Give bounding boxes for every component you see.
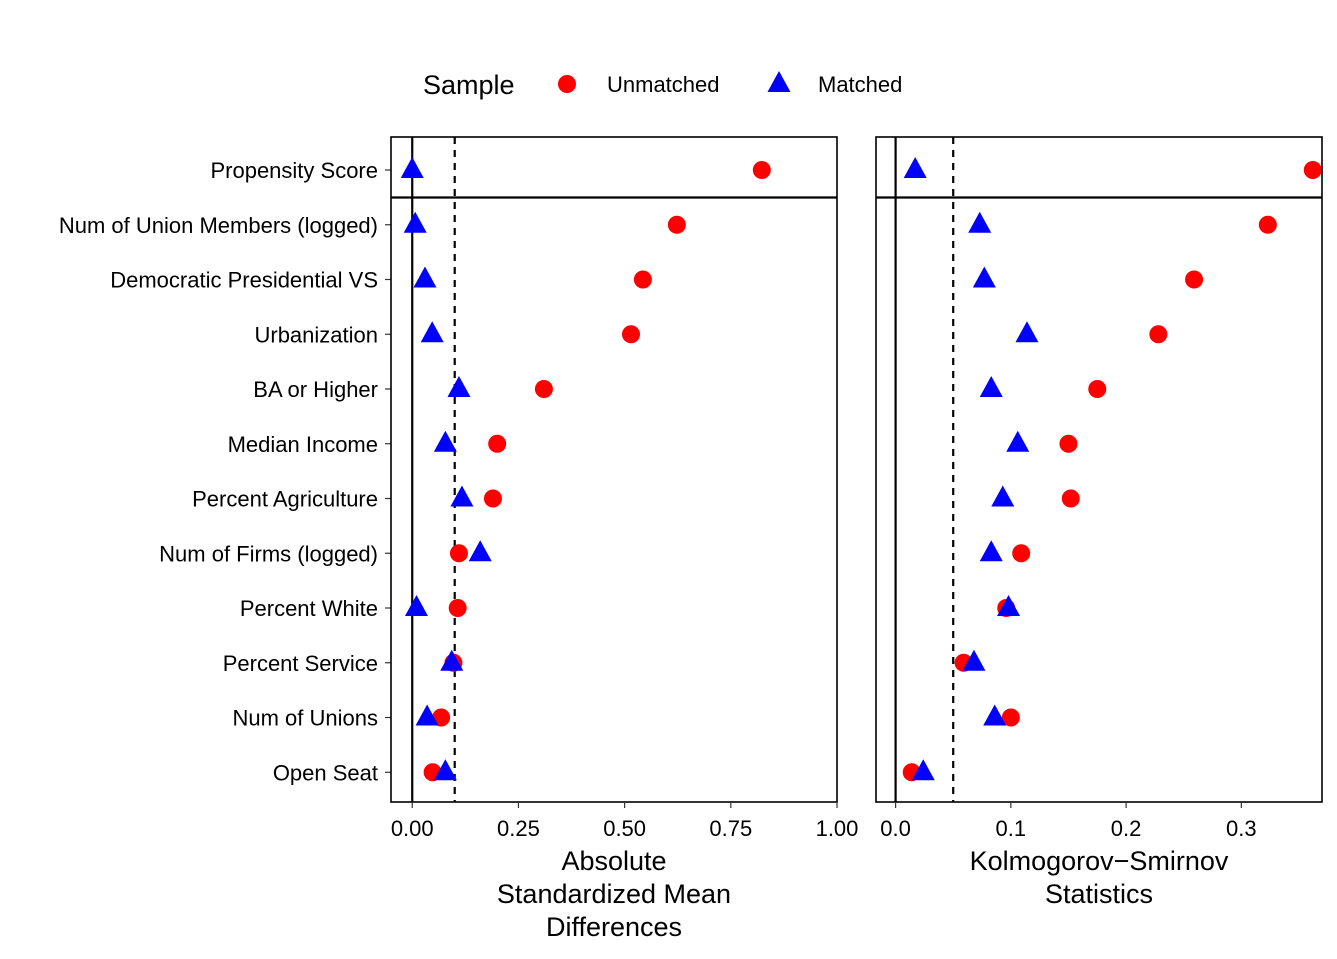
matched-point-open-seat [433, 759, 457, 781]
unmatched-point-democratic-presidential-vs [633, 270, 652, 289]
unmatched-point-ba-or-higher [1088, 380, 1107, 398]
matched-point-num-of-unions [983, 704, 1007, 726]
category-labels: Propensity Score Num of Union Members (lo… [59, 158, 391, 785]
unmatched-point-percent-agriculture [483, 489, 502, 508]
x-axis-title-line: Standardized Mean [497, 879, 731, 909]
legend-matched-marker [767, 70, 791, 92]
unmatched-point-democratic-presidential-vs [1185, 270, 1204, 289]
matched-point-num-of-firms-logged [468, 540, 492, 562]
matched-point-ba-or-higher [979, 375, 1003, 397]
category-label-percent-service: Percent Service [223, 651, 378, 676]
unmatched-point-ba-or-higher [534, 380, 553, 398]
unmatched-point-median-income [488, 434, 507, 453]
unmatched-point-num-of-union-members-logged [1258, 215, 1277, 234]
x-tick-label: 0.75 [709, 816, 752, 841]
unmatched-point-urbanization [1149, 325, 1168, 344]
legend-title: Sample [423, 70, 515, 100]
legend: Sample Unmatched Matched [423, 70, 902, 100]
matched-point-percent-service [962, 649, 986, 671]
x-tick-label: 0.00 [391, 816, 434, 841]
category-label-median-income: Median Income [228, 432, 378, 457]
category-label-percent-white: Percent White [240, 596, 378, 621]
x-axis-title-line: Differences [546, 912, 682, 942]
matched-point-urbanization [420, 321, 444, 343]
smd-panel: 0.00 0.25 0.50 0.75 1.00 Absolute Standardized… [390, 136, 859, 942]
x-axis-title: Absolute Standardized Mean Differences [497, 846, 731, 942]
category-label-open-seat: Open Seat [273, 760, 378, 785]
x-axis-title: Kolmogorov−Smirnov Statistics [970, 846, 1229, 909]
matched-point-num-of-firms-logged [979, 540, 1003, 562]
panel-border [875, 136, 1323, 803]
unmatched-point-propensity-score [1303, 161, 1322, 179]
category-label-ba-or-higher: BA or Higher [253, 377, 378, 402]
unmatched-point-num-of-unions [1001, 708, 1020, 727]
points [902, 156, 1322, 782]
category-label-num-of-firms-logged: Num of Firms (logged) [159, 541, 378, 566]
legend-matched-label: Matched [818, 72, 902, 97]
unmatched-point-num-of-firms-logged [449, 544, 468, 563]
x-tick-label: 0.25 [497, 816, 540, 841]
x-tick-label: 0.1 [996, 816, 1027, 841]
legend-unmatched-label: Unmatched [607, 72, 720, 97]
ks-panel: 0.0 0.1 0.2 0.3 Kolmogorov−Smirnov Statistics [875, 136, 1323, 909]
matched-point-percent-white [997, 594, 1021, 616]
unmatched-point-num-of-union-members-logged [667, 215, 686, 234]
matched-point-num-of-union-members-logged [403, 211, 427, 233]
matched-point-propensity-score [903, 156, 927, 178]
matched-point-propensity-score [400, 156, 424, 178]
category-label-democratic-presidential-vs: Democratic Presidential VS [110, 268, 378, 293]
unmatched-point-percent-white [448, 599, 467, 617]
category-label-num-of-unions: Num of Unions [232, 706, 378, 731]
matched-point-num-of-union-members-logged [968, 211, 992, 233]
unmatched-point-median-income [1059, 434, 1078, 453]
category-label-propensity-score: Propensity Score [210, 158, 378, 183]
matched-point-percent-agriculture [450, 485, 474, 507]
legend-unmatched-marker [558, 75, 576, 93]
matched-point-median-income [1006, 430, 1030, 452]
x-tick-label: 0.2 [1111, 816, 1142, 841]
matched-point-ba-or-higher [447, 375, 471, 397]
panel-border [390, 136, 838, 803]
matched-point-urbanization [1015, 321, 1039, 343]
x-axis-title-line: Kolmogorov−Smirnov [970, 846, 1229, 876]
x-tick-label: 0.3 [1226, 816, 1257, 841]
matched-point-percent-agriculture [991, 485, 1015, 507]
x-tick-label: 0.50 [603, 816, 646, 841]
x-axis-title-line: Absolute [561, 846, 666, 876]
matched-point-democratic-presidential-vs [413, 266, 437, 288]
matched-point-open-seat [911, 759, 935, 781]
unmatched-point-urbanization [621, 325, 640, 344]
x-tick-label: 0.0 [880, 816, 911, 841]
matched-point-median-income [433, 430, 457, 452]
points [400, 156, 771, 782]
category-label-percent-agriculture: Percent Agriculture [192, 487, 378, 512]
matched-point-percent-service [440, 649, 464, 671]
unmatched-point-num-of-firms-logged [1012, 544, 1031, 563]
unmatched-point-propensity-score [752, 161, 771, 179]
matched-point-democratic-presidential-vs [972, 266, 996, 288]
matched-point-percent-white [404, 594, 428, 616]
category-label-urbanization: Urbanization [254, 322, 378, 347]
x-tick-label: 1.00 [816, 816, 859, 841]
matched-point-num-of-unions [415, 704, 439, 726]
x-axis-title-line: Statistics [1045, 879, 1153, 909]
category-label-num-of-union-members-logged: Num of Union Members (logged) [59, 213, 378, 238]
unmatched-point-percent-agriculture [1061, 489, 1080, 508]
